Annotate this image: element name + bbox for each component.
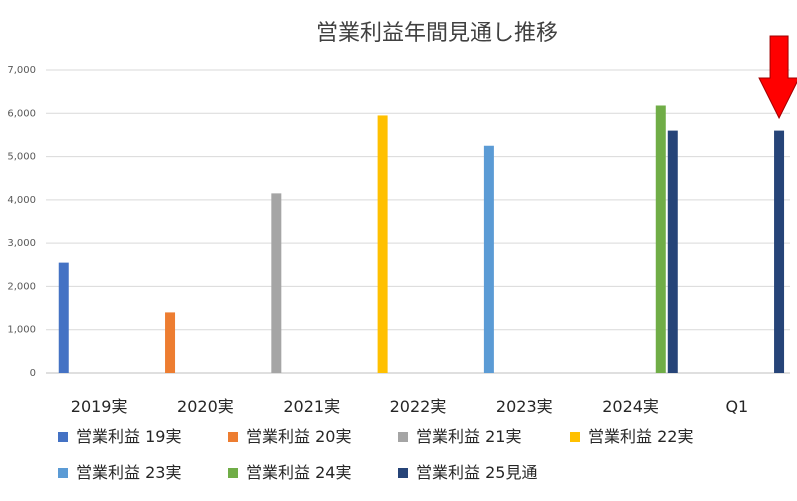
bar xyxy=(667,130,678,373)
y-tick-label: 6,000 xyxy=(7,108,36,119)
bar xyxy=(165,312,176,373)
legend-item-label: 営業利益 21実 xyxy=(416,427,521,446)
legend-item-label: 営業利益 24実 xyxy=(246,463,351,482)
x-category-label: 2019実 xyxy=(71,397,128,416)
legend-item-label: 営業利益 19実 xyxy=(76,427,181,446)
y-tick-label: 0 xyxy=(30,368,36,379)
annotation xyxy=(758,35,797,120)
x-category-label: 2024実 xyxy=(602,397,659,416)
legend-swatch xyxy=(570,432,580,442)
legend-item-label: 営業利益 22実 xyxy=(588,427,693,446)
gridlines xyxy=(46,69,790,374)
legend-swatch xyxy=(398,432,408,442)
chart-title: 営業利益年間見通し推移 xyxy=(316,21,558,46)
x-axis: 2019実 2020実 2021実 2022実 2023実 2024実 Q1 xyxy=(71,397,748,416)
y-tick-label: 7,000 xyxy=(7,65,36,76)
legend-swatch xyxy=(398,468,408,478)
bar xyxy=(58,262,69,373)
x-category-label: 2021実 xyxy=(283,397,340,416)
legend-swatch xyxy=(58,468,68,478)
x-category-label: Q1 xyxy=(725,397,748,416)
y-tick-label: 1,000 xyxy=(7,325,36,336)
y-axis: 0 1,000 2,000 3,000 4,000 5,000 6,000 7,000 xyxy=(7,65,36,379)
bar xyxy=(483,145,494,373)
legend-swatch xyxy=(228,468,238,478)
y-tick-label: 4,000 xyxy=(7,195,36,206)
bars xyxy=(58,105,785,373)
x-category-label: 2022実 xyxy=(390,397,447,416)
y-tick-label: 3,000 xyxy=(7,238,36,249)
legend-item-label: 営業利益 23実 xyxy=(76,463,181,482)
bar xyxy=(655,105,666,373)
legend-swatch xyxy=(58,432,68,442)
bar xyxy=(774,130,785,373)
legend-item-label: 営業利益 20実 xyxy=(246,427,351,446)
bar xyxy=(271,193,282,373)
legend-swatch xyxy=(228,432,238,442)
y-tick-label: 2,000 xyxy=(7,281,36,292)
x-category-label: 2020実 xyxy=(177,397,234,416)
y-tick-label: 5,000 xyxy=(7,152,36,163)
legend-item-label: 営業利益 25見通 xyxy=(416,463,537,482)
x-category-label: 2023実 xyxy=(496,397,553,416)
bar xyxy=(377,115,388,373)
red-arrow-icon xyxy=(758,35,797,120)
